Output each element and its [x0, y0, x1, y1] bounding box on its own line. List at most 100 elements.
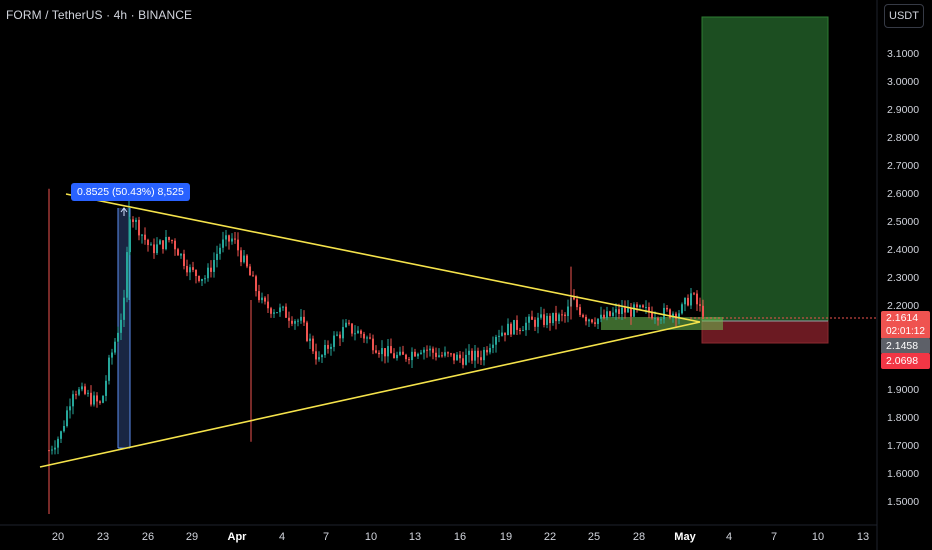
candle-body [261, 297, 263, 301]
candle-body [375, 350, 377, 353]
candle-body [249, 266, 251, 276]
candle-body [345, 322, 347, 328]
candle-body [621, 307, 623, 314]
symbol-title[interactable]: FORM / TetherUS · 4h · BINANCE [6, 8, 193, 22]
lower-trendline[interactable] [39, 321, 701, 468]
candle-body [615, 309, 617, 313]
time-label: 10 [811, 531, 825, 543]
candle-body [351, 323, 353, 334]
time-label: 22 [543, 531, 557, 543]
candle-body [129, 219, 131, 253]
candle-body [357, 330, 359, 334]
candle-body [636, 304, 638, 308]
last-price-value: 2.1614 [886, 312, 919, 324]
candle-body [372, 338, 374, 351]
candle-body [666, 307, 668, 310]
candle-body [180, 253, 182, 256]
time-label: 23 [96, 531, 110, 543]
candle-body [450, 353, 452, 355]
candle-body [186, 265, 188, 273]
candle-body [81, 386, 83, 390]
upper-trendline[interactable] [65, 193, 701, 323]
candle-body [507, 323, 509, 336]
candle-body [288, 317, 290, 321]
candle-body [378, 352, 380, 355]
candle-body [339, 334, 341, 339]
price-label: 2.5000 [887, 216, 920, 228]
candle-body [369, 337, 371, 339]
price-label: 2.6000 [887, 188, 920, 200]
candle-body [213, 259, 215, 272]
candle-body [279, 307, 281, 313]
candle-body [438, 355, 440, 357]
candle-body [696, 293, 698, 305]
candle-body [678, 313, 680, 319]
candle-body [552, 312, 554, 324]
time-label: 10 [364, 531, 378, 543]
candle-body [165, 237, 167, 250]
candle-body [171, 240, 173, 242]
time-label: 28 [632, 531, 646, 543]
candle-body [663, 307, 665, 320]
candle-body [402, 351, 404, 355]
candle-body [162, 240, 164, 250]
candle-body [366, 337, 368, 339]
candle-body [150, 244, 152, 246]
candle-body [393, 353, 395, 359]
candle-body [327, 345, 329, 349]
candle-body [111, 352, 113, 358]
candle-body [66, 410, 68, 427]
candle-body [231, 238, 233, 242]
consolidation-box[interactable] [601, 317, 723, 330]
candle-body [465, 354, 467, 365]
candle-body [489, 347, 491, 353]
candle-body [99, 401, 101, 403]
candle-body [69, 406, 71, 411]
price-label: 3.1000 [887, 48, 920, 60]
candle-body [468, 350, 470, 355]
candle-body [102, 395, 104, 403]
candles-group [48, 188, 704, 515]
candle-body [330, 346, 332, 349]
candle-body [681, 304, 683, 314]
candle-body [114, 341, 116, 353]
time-label: 16 [453, 531, 467, 543]
candle-body [138, 219, 140, 236]
time-label: 26 [141, 531, 155, 543]
candle-body [558, 314, 560, 322]
candle-body [105, 380, 107, 396]
currency-button[interactable]: USDT [884, 4, 924, 28]
candle-body [510, 323, 512, 335]
candle-body [108, 357, 110, 381]
candle-body [237, 239, 239, 251]
candle-body [57, 438, 59, 448]
candle-body [645, 307, 647, 309]
candle-body [435, 352, 437, 357]
price-label: 2.8000 [887, 132, 920, 144]
candle-body [669, 309, 671, 318]
candle-body [444, 352, 446, 356]
candle-body [519, 329, 521, 331]
price-label: 2.9000 [887, 104, 920, 116]
candle-body [657, 318, 659, 321]
candle-body [543, 314, 545, 325]
price-label: 1.6000 [887, 468, 920, 480]
profit-zone[interactable] [701, 16, 829, 322]
candle-body [630, 308, 632, 317]
candle-body [540, 314, 542, 318]
candle-body [639, 305, 641, 308]
stop-price-tag: 2.0698 [881, 353, 930, 369]
candle-body [168, 237, 170, 241]
price-label: 1.5000 [887, 496, 920, 508]
candle-body [537, 317, 539, 327]
candle-body [153, 244, 155, 254]
candle-body [387, 346, 389, 357]
candle-body [273, 312, 275, 314]
candle-body [336, 334, 338, 336]
measure-label: 0.8525 (50.43%) 8,525 [71, 183, 190, 201]
candle-body [222, 239, 224, 248]
candle-body [303, 316, 305, 323]
candle-body [405, 354, 407, 360]
candle-body [210, 267, 212, 272]
